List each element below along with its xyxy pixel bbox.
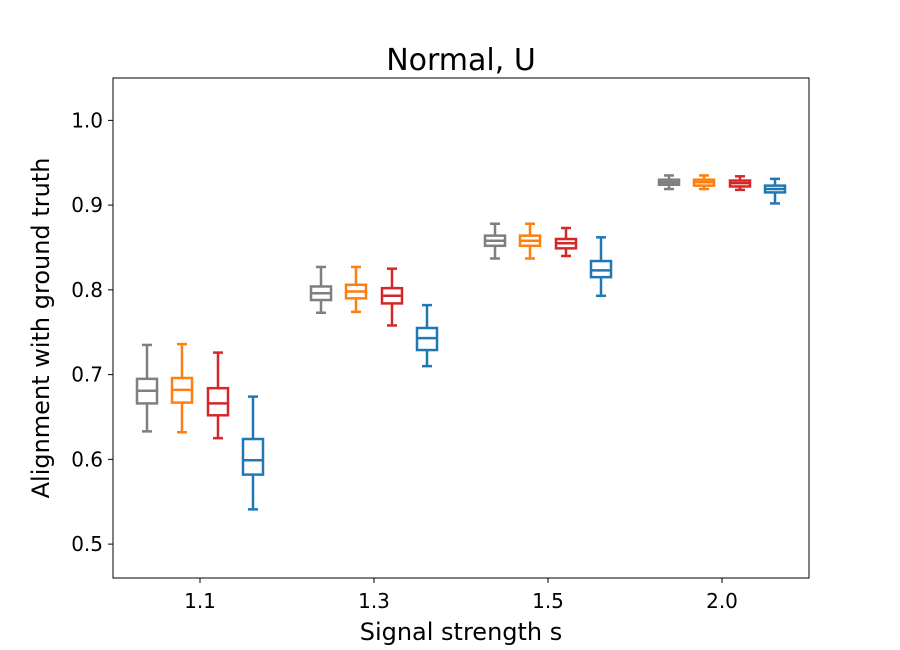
y-tick-label: 0.6 bbox=[71, 447, 103, 471]
box bbox=[206, 386, 230, 417]
x-tick-label: 2.0 bbox=[706, 589, 738, 613]
y-tick-label: 0.9 bbox=[71, 193, 103, 217]
y-tick-label: 0.7 bbox=[71, 363, 103, 387]
y-tick-label: 1.0 bbox=[71, 108, 103, 132]
y-axis-label: Alignment with ground truth bbox=[27, 158, 55, 499]
plot-area: 0.5 0.6 0.7 0.8 0.9 1.0 1.1 1.3 1.5 2.0 bbox=[71, 77, 810, 613]
x-tick-label: 1.1 bbox=[184, 589, 216, 613]
box bbox=[241, 437, 265, 476]
chart-title: Normal, U bbox=[386, 43, 536, 78]
box bbox=[589, 259, 613, 279]
y-tick-label: 0.8 bbox=[71, 278, 103, 302]
x-tick-label: 1.5 bbox=[532, 589, 564, 613]
x-tick-label: 1.3 bbox=[358, 589, 390, 613]
y-tick-label: 0.5 bbox=[71, 532, 103, 556]
plot-frame bbox=[112, 77, 810, 579]
x-axis-label: Signal strength s bbox=[360, 618, 563, 646]
